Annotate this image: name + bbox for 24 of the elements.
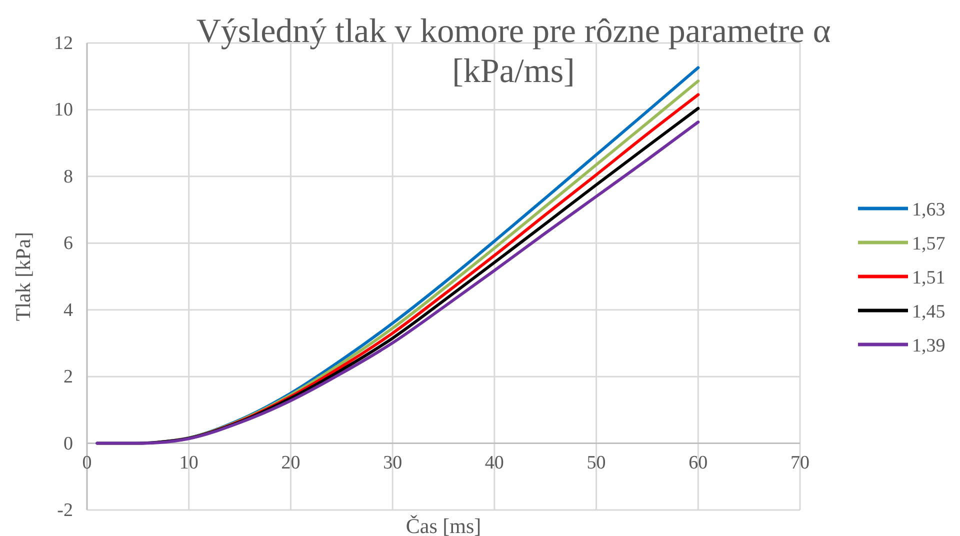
y-tick-label: 0: [64, 433, 73, 454]
chart-title: Výsledný tlak v komore pre rôzne parametre α [kPa/ms]: [196, 13, 831, 90]
x-tick-label: 40: [484, 452, 504, 474]
y-tick-label: 2: [64, 366, 73, 388]
x-tick-label: 10: [179, 452, 198, 474]
legend-label: 1,39: [912, 336, 946, 356]
legend-label: 1,51: [912, 268, 946, 288]
x-axis-title: Čas [ms]: [406, 514, 482, 536]
x-tick-label: 50: [586, 452, 606, 474]
legend-label: 1,45: [912, 302, 946, 322]
y-tick-label: 10: [54, 100, 73, 121]
y-tick-label: -2: [57, 500, 73, 521]
y-tick-label: 4: [64, 300, 74, 321]
x-tick-label: 0: [82, 452, 92, 474]
y-tick-label: 8: [64, 166, 73, 188]
x-tick-label: 70: [790, 452, 810, 474]
x-tick-label: 30: [383, 452, 402, 474]
legend-label: 1,63: [912, 200, 946, 220]
y-axis-title: Tlak [kPa]: [11, 232, 35, 322]
y-tick-label: 12: [54, 33, 73, 54]
x-tick-label: 60: [688, 452, 708, 474]
y-tick-label: 6: [64, 233, 73, 254]
x-tick-label: 20: [281, 452, 300, 474]
legend-label: 1,57: [912, 234, 946, 254]
